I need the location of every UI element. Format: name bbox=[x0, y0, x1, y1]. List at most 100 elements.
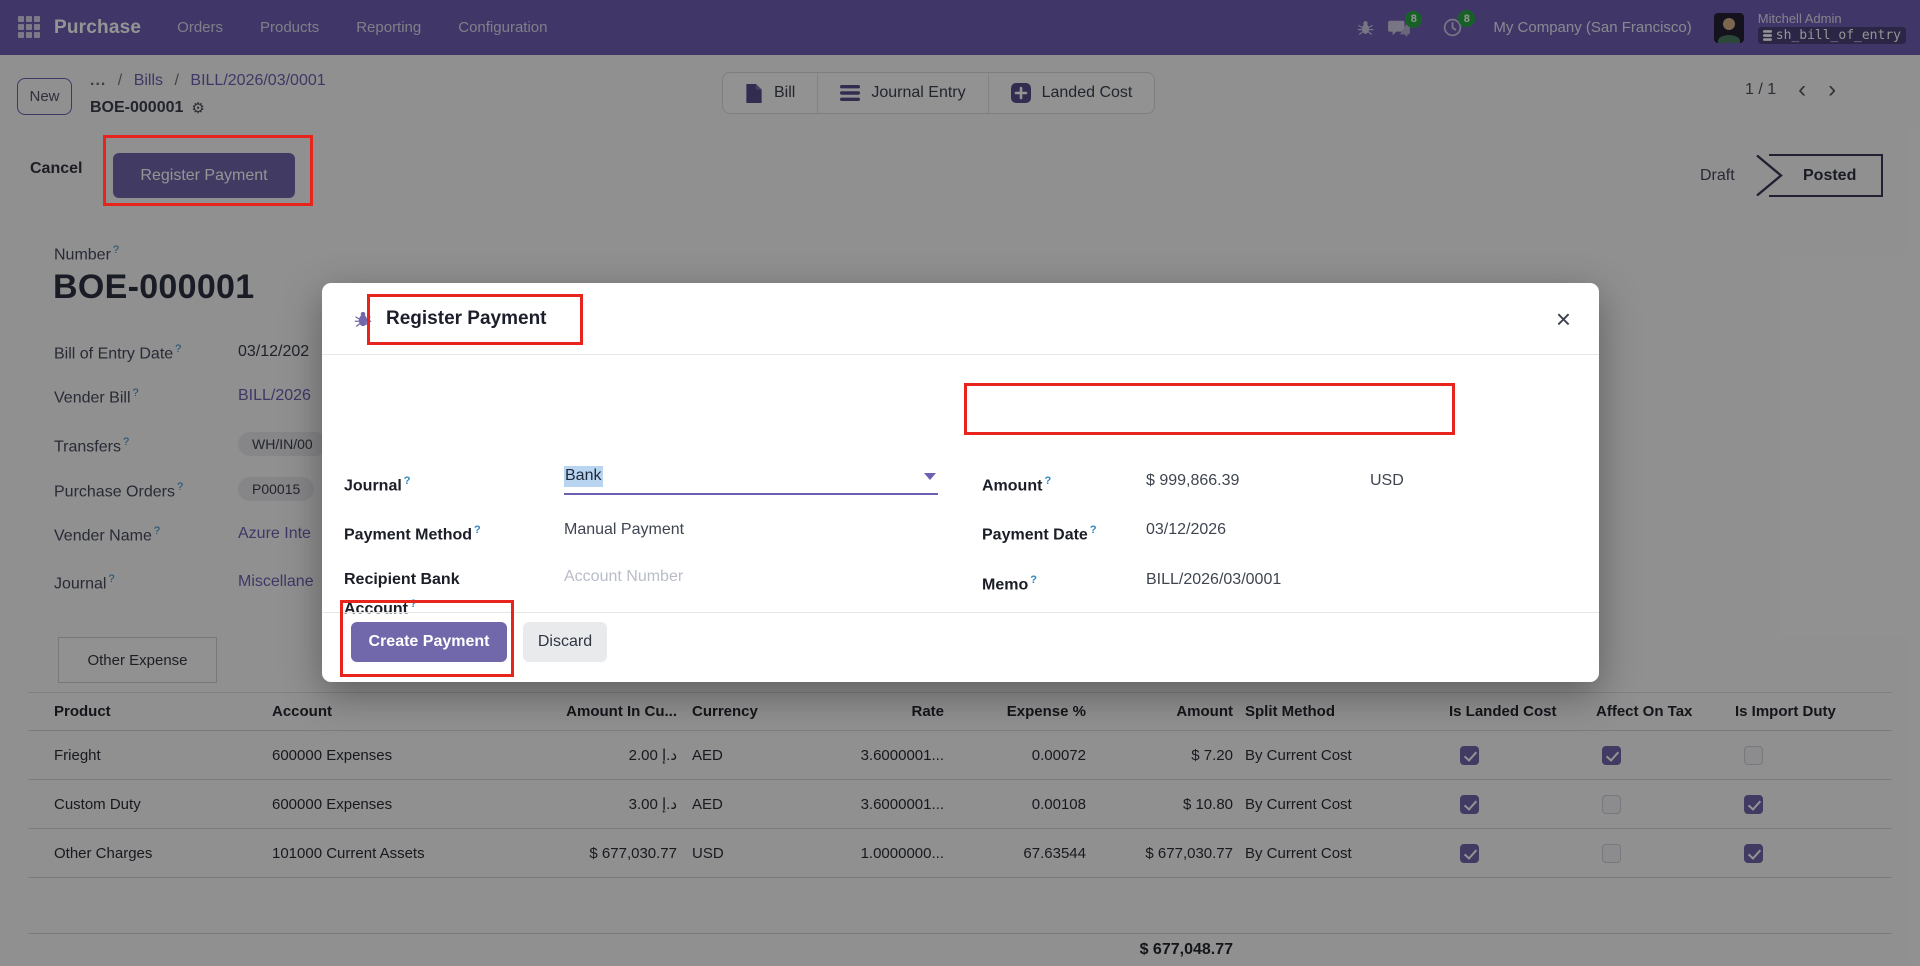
messages-icon[interactable]: 8 bbox=[1388, 10, 1423, 38]
menu-products[interactable]: Products bbox=[260, 19, 320, 36]
table-row[interactable]: Custom Duty 600000 Expenses 3.00 د.إ AED… bbox=[28, 780, 1892, 829]
company-switcher[interactable]: My Company (San Francisco) bbox=[1493, 19, 1692, 36]
dialog-header: Register Payment × bbox=[322, 283, 1599, 355]
cancel-button[interactable]: Cancel bbox=[30, 160, 83, 177]
stat-button-bill[interactable]: Bill bbox=[723, 73, 819, 113]
help-icon: ? bbox=[176, 481, 184, 493]
debug-icon[interactable] bbox=[1357, 19, 1374, 36]
tab-other-expense[interactable]: Other Expense bbox=[58, 637, 217, 683]
checkbox-affect-on-tax[interactable] bbox=[1602, 794, 1621, 814]
breadcrumb-bill-ref[interactable]: BILL/2026/03/0001 bbox=[190, 72, 326, 89]
help-icon: ? bbox=[112, 244, 120, 256]
checkbox-is-landed-cost[interactable] bbox=[1460, 794, 1479, 814]
help-icon: ? bbox=[474, 524, 481, 536]
gear-icon[interactable]: ⚙ bbox=[191, 100, 205, 117]
pager-next-icon[interactable]: › bbox=[1828, 76, 1837, 103]
top-navbar: Purchase Orders Products Reporting Confi… bbox=[0, 0, 1920, 55]
amount-value[interactable]: $ 999,866.39 bbox=[1146, 472, 1240, 489]
field-vender-bill: Vender Bill? BILL/2026 bbox=[54, 387, 311, 407]
activities-icon[interactable]: 8 bbox=[1442, 10, 1476, 38]
landed-cost-icon bbox=[1010, 83, 1031, 103]
help-icon: ? bbox=[132, 387, 139, 399]
app-brand[interactable]: Purchase bbox=[54, 16, 142, 38]
bill-of-entry-date-value[interactable]: 03/12/202 bbox=[238, 343, 310, 360]
journal-label: Journal? bbox=[344, 475, 411, 495]
help-icon: ? bbox=[410, 598, 417, 610]
discard-button[interactable]: Discard bbox=[523, 622, 607, 662]
vender-bill-link[interactable]: BILL/2026 bbox=[238, 387, 311, 404]
journal-select[interactable]: Bank bbox=[564, 459, 938, 495]
pager-count: 1 / 1 bbox=[1745, 81, 1777, 98]
create-payment-button[interactable]: Create Payment bbox=[351, 622, 507, 662]
cell-currency: AED bbox=[692, 795, 723, 813]
apps-grid-icon[interactable] bbox=[18, 15, 42, 40]
help-icon: ? bbox=[1089, 524, 1097, 536]
dialog-title: Register Payment bbox=[386, 307, 547, 329]
table-header-row: Product Account Amount In Cu... Currency… bbox=[28, 692, 1892, 731]
activities-badge: 8 bbox=[1458, 10, 1476, 27]
user-menu[interactable]: Mitchell Admin sh_bill_of_entry bbox=[1757, 11, 1906, 44]
new-button[interactable]: New bbox=[17, 78, 72, 115]
menu-reporting[interactable]: Reporting bbox=[356, 19, 422, 36]
stat-button-landed-cost[interactable]: Landed Cost bbox=[989, 73, 1155, 113]
breadcrumb: ... / Bills / BILL/2026/03/0001 bbox=[90, 72, 326, 89]
checkbox-is-landed-cost[interactable] bbox=[1460, 745, 1479, 765]
purchase-order-tag[interactable]: P00015 bbox=[238, 477, 315, 502]
field-purchase-orders: Purchase Orders? P00015 bbox=[54, 477, 315, 502]
status-draft[interactable]: Draft bbox=[1700, 166, 1735, 184]
record-number: BOE-000001 bbox=[53, 268, 255, 306]
chevron-down-icon[interactable] bbox=[924, 473, 936, 480]
landed-cost-table: Product Account Amount In Cu... Currency… bbox=[28, 692, 1892, 878]
memo-value[interactable]: BILL/2026/03/0001 bbox=[1146, 571, 1282, 588]
journal-selected-text: Bank bbox=[564, 465, 604, 487]
help-icon: ? bbox=[153, 525, 160, 537]
register-payment-button[interactable]: Register Payment bbox=[113, 153, 295, 198]
memo-label: Memo? bbox=[982, 574, 1037, 594]
checkbox-affect-on-tax[interactable] bbox=[1602, 745, 1621, 765]
number-label: Number? bbox=[54, 244, 120, 264]
pager: 1 / 1 ‹ › bbox=[1745, 76, 1837, 103]
cell-account: 101000 Current Assets bbox=[272, 844, 425, 862]
amount-currency[interactable]: USD bbox=[1370, 472, 1404, 489]
account-number-input[interactable] bbox=[564, 568, 844, 586]
register-payment-dialog: Register Payment × Journal? Bank Payment… bbox=[322, 283, 1599, 682]
status-posted[interactable]: Posted bbox=[1755, 154, 1883, 197]
cell-expense-pct: 0.00108 bbox=[1031, 795, 1086, 813]
payment-method-value[interactable]: Manual Payment bbox=[564, 521, 685, 538]
field-bill-of-entry-date: Bill of Entry Date? 03/12/202 bbox=[54, 343, 310, 363]
checkbox-is-import-duty[interactable] bbox=[1744, 745, 1763, 765]
dialog-body: Journal? Bank Payment Method? Manual Pay… bbox=[322, 355, 1599, 617]
status-arrow-icon bbox=[1755, 154, 1783, 197]
recipient-bank-account-label: Recipient Bank Account? bbox=[344, 571, 460, 618]
cell-product: Custom Duty bbox=[54, 795, 141, 813]
checkbox-is-import-duty[interactable] bbox=[1744, 794, 1763, 814]
breadcrumb-bills[interactable]: Bills bbox=[133, 72, 164, 89]
close-icon[interactable]: × bbox=[1555, 303, 1571, 334]
journal-link[interactable]: Miscellane bbox=[238, 573, 314, 590]
checkbox-affect-on-tax[interactable] bbox=[1602, 843, 1621, 863]
menu-configuration[interactable]: Configuration bbox=[458, 19, 548, 36]
field-journal: Journal? Miscellane bbox=[54, 573, 314, 593]
user-avatar[interactable] bbox=[1713, 12, 1744, 43]
checkbox-is-landed-cost[interactable] bbox=[1460, 843, 1479, 863]
vender-name-link[interactable]: Azure Inte bbox=[238, 525, 311, 542]
payment-date-value[interactable]: 03/12/2026 bbox=[1146, 521, 1227, 538]
main-menu: Orders Products Reporting Configuration bbox=[175, 15, 549, 40]
help-icon: ? bbox=[175, 343, 182, 355]
amount-label: Amount? bbox=[982, 475, 1052, 495]
table-row[interactable]: Frieght 600000 Expenses 2.00 د.إ AED 3.6… bbox=[28, 731, 1892, 780]
menu-orders[interactable]: Orders bbox=[177, 19, 223, 36]
breadcrumb-ellipsis[interactable]: ... bbox=[90, 72, 107, 89]
help-icon: ? bbox=[1044, 475, 1052, 487]
cell-account: 600000 Expenses bbox=[272, 795, 393, 813]
transfer-tag[interactable]: WH/IN/00 bbox=[238, 432, 327, 457]
cell-amount: $ 10.80 bbox=[1182, 795, 1233, 813]
breadcrumb-record: BOE-000001 ⚙ bbox=[90, 99, 205, 117]
help-icon: ? bbox=[122, 436, 130, 448]
stat-button-journal-entry[interactable]: Journal Entry bbox=[818, 73, 989, 113]
checkbox-is-import-duty[interactable] bbox=[1744, 843, 1763, 863]
cell-amount: $ 677,030.77 bbox=[1145, 844, 1233, 862]
pager-prev-icon[interactable]: ‹ bbox=[1798, 76, 1807, 103]
table-row[interactable]: Other Charges 101000 Current Assets $ 67… bbox=[28, 829, 1892, 878]
user-name: Mitchell Admin bbox=[1757, 11, 1842, 26]
